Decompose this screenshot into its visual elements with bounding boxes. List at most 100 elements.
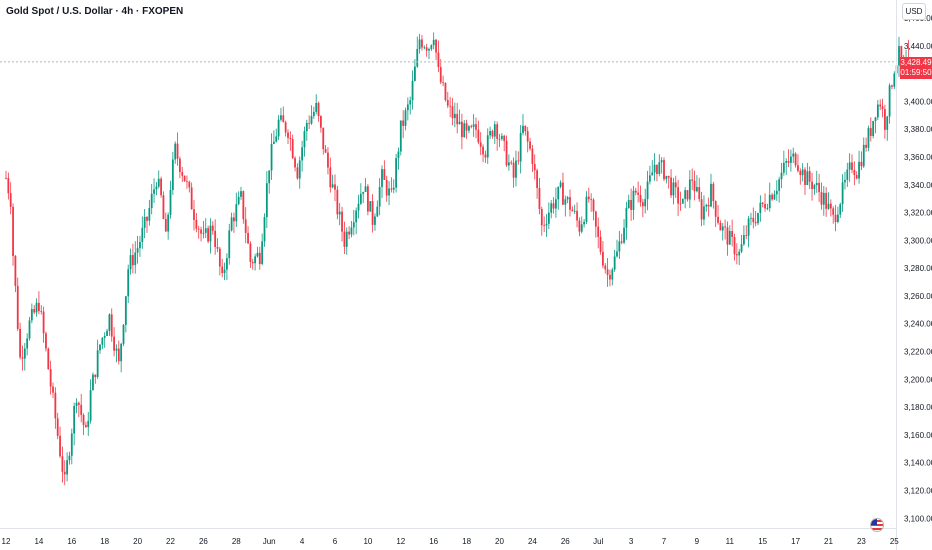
symbol-title[interactable]: Gold Spot / U.S. Dollar · 4h · FXOPEN	[6, 6, 184, 17]
candle-body	[305, 122, 308, 132]
time-tick-label: 26	[199, 537, 208, 546]
candle-body	[865, 144, 867, 148]
candle-body	[399, 120, 402, 152]
candle	[566, 195, 569, 204]
candle	[562, 172, 564, 205]
candle-body	[223, 269, 226, 274]
candle-body	[82, 414, 85, 426]
candle	[837, 206, 839, 224]
candle-body	[768, 194, 771, 209]
candle	[63, 460, 66, 486]
candle	[374, 213, 376, 231]
candle-body	[451, 106, 454, 119]
candle-body	[458, 121, 461, 125]
candle	[801, 163, 804, 182]
price-axis[interactable]: 3,100.00 3,120.00 3,140.00 3,160.00 3,180.00…	[904, 14, 932, 523]
candle-body	[691, 179, 694, 181]
candle	[853, 161, 856, 186]
candle	[717, 205, 719, 225]
last-price-label: 3,428.49	[900, 57, 932, 67]
candle	[322, 127, 325, 155]
candle	[768, 182, 771, 212]
candle	[851, 154, 853, 174]
candle	[202, 220, 205, 239]
candle-body	[108, 314, 111, 331]
candle-body	[155, 186, 158, 190]
candle	[616, 239, 618, 258]
candle-body	[634, 190, 637, 193]
candle-body	[738, 251, 741, 256]
candle	[468, 125, 470, 134]
candle-body	[254, 256, 256, 264]
candle	[489, 126, 491, 139]
candle	[336, 185, 339, 220]
candle-body	[538, 188, 541, 210]
candle-body	[338, 211, 341, 215]
candle	[277, 115, 280, 141]
candle	[519, 125, 522, 174]
candle	[792, 147, 795, 163]
candle-body	[134, 252, 137, 266]
candle	[747, 216, 750, 248]
candle	[735, 243, 738, 265]
candle	[221, 258, 224, 278]
candle	[150, 184, 153, 215]
candle	[618, 230, 621, 259]
candle	[200, 226, 202, 242]
candle	[157, 170, 160, 189]
candle	[557, 186, 560, 210]
candle-body	[291, 139, 294, 159]
candle	[627, 194, 630, 209]
candle	[124, 295, 127, 333]
currency-button[interactable]: USD	[902, 3, 926, 20]
candle-body	[641, 202, 644, 207]
candle-body	[30, 309, 33, 321]
candle-body	[287, 132, 289, 138]
candle-body	[336, 189, 339, 215]
candle	[649, 165, 651, 185]
time-tick-label: 12	[2, 537, 11, 546]
candle	[482, 144, 484, 163]
candle-body	[430, 45, 433, 49]
candle	[858, 150, 860, 184]
candle-body	[317, 102, 320, 117]
candle	[656, 164, 658, 182]
candle	[750, 212, 752, 226]
candle	[827, 192, 830, 210]
candle	[47, 347, 50, 370]
candle	[35, 298, 38, 317]
candle	[155, 181, 158, 196]
time-tick-label: 26	[561, 537, 570, 546]
candle-body	[446, 100, 449, 106]
candle-body	[376, 206, 379, 217]
candle-body	[728, 231, 731, 245]
us-flag-icon[interactable]	[870, 518, 884, 532]
candle	[308, 115, 311, 129]
candle-body	[585, 196, 588, 222]
candle-body	[240, 191, 242, 197]
candle	[432, 32, 435, 50]
candle-body	[498, 138, 501, 140]
candle-body	[712, 183, 715, 202]
candle	[141, 216, 144, 249]
candle	[463, 119, 466, 138]
candle	[531, 144, 534, 173]
candle	[876, 99, 879, 120]
candle-body	[355, 210, 358, 223]
candle-body	[597, 226, 600, 237]
candle	[287, 129, 289, 145]
candle	[773, 190, 776, 201]
candle-body	[261, 241, 264, 264]
candle	[484, 150, 487, 163]
candle-body	[477, 129, 480, 143]
price-tick-label: 3,260.00	[904, 292, 932, 301]
candle	[547, 202, 550, 230]
candle	[693, 170, 696, 201]
time-axis[interactable]: 12 14 16 18 20 22 26 28 Jun 4 6 10 12 16 18 20 24 26 Jul 3 7…	[2, 537, 900, 546]
candle-body	[834, 214, 837, 222]
candle-body	[38, 302, 40, 312]
candle	[96, 339, 99, 379]
candle-body	[437, 52, 440, 68]
candle-body	[486, 135, 489, 158]
